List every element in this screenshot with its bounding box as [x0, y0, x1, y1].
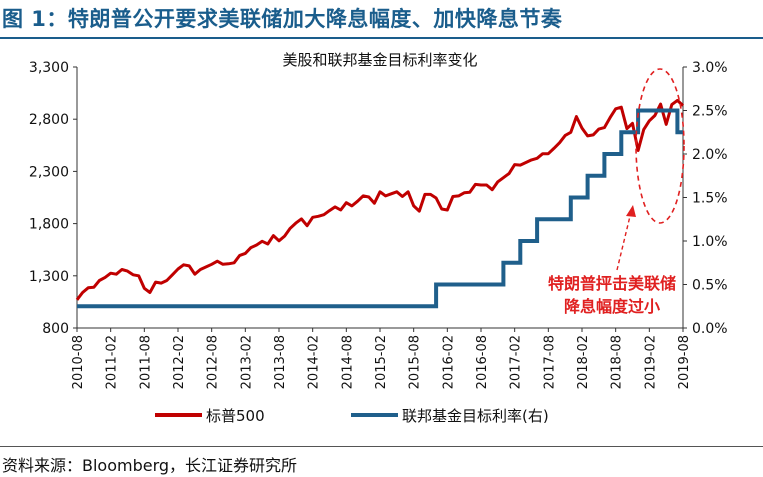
left-tick-label: 1,800 — [29, 217, 69, 233]
x-tick-label: 2017-08 — [542, 335, 557, 389]
right-tick-label: 2.0% — [692, 147, 728, 163]
left-tick-label: 2,800 — [29, 112, 69, 128]
x-tick-label: 2012-08 — [206, 335, 221, 389]
right-tick-label: 1.0% — [692, 234, 728, 250]
left-tick-label: 1,300 — [29, 269, 69, 285]
title-divider — [0, 37, 763, 39]
right-tick-label: 2.5% — [692, 104, 728, 120]
x-tick-label: 2013-02 — [239, 335, 254, 389]
x-tick-label: 2015-08 — [408, 335, 423, 389]
x-tick-label: 2019-02 — [643, 335, 658, 389]
chart-title: 美股和联邦基金目标利率变化 — [282, 51, 477, 69]
left-tick-label: 2,300 — [29, 164, 69, 180]
x-tick-label: 2018-08 — [610, 335, 625, 389]
left-tick-label: 800 — [42, 321, 69, 337]
annotation-arrow-head — [626, 205, 636, 217]
x-tick-label: 2016-08 — [475, 335, 490, 389]
figure-title: 图 1：特朗普公开要求美联储加大降息幅度、加快降息节奏 — [2, 7, 563, 31]
x-tick-label: 2015-02 — [374, 335, 389, 389]
x-tick-label: 2011-08 — [138, 335, 153, 389]
source-note: 资料来源：Bloomberg，长江证券研究所 — [2, 456, 298, 475]
x-tick-label: 2019-08 — [677, 335, 692, 389]
x-tick-label: 2016-02 — [441, 335, 456, 389]
annotation-text: 降息幅度过小 — [564, 297, 660, 316]
right-tick-label: 0.0% — [692, 321, 728, 337]
series-layer — [75, 98, 685, 309]
chart: 美股和联邦基金目标利率变化 800 1,300 1,800 2,300 2,800 3,3… — [29, 51, 728, 425]
x-tick-label: 2018-02 — [576, 335, 591, 389]
x-tick-label: 2014-02 — [307, 335, 322, 389]
annotation-arrow-line — [616, 211, 632, 271]
x-tick-label: 2011-02 — [105, 335, 120, 389]
x-tick-label: 2017-02 — [509, 335, 524, 389]
sp500-line — [75, 98, 685, 301]
x-tick-label: 2013-08 — [273, 335, 288, 389]
annotation-text: 特朗普抨击美联储 — [548, 274, 676, 293]
figure-header: 图 1：特朗普公开要求美联储加大降息幅度、加快降息节奏 — [0, 0, 763, 36]
x-tick-label: 2014-08 — [340, 335, 355, 389]
footer-divider — [0, 446, 763, 447]
right-tick-label: 3.0% — [692, 60, 728, 76]
fed-funds-rate-line — [77, 108, 683, 309]
axes-group: 800 1,300 1,800 2,300 2,800 3,300 0.0% 0.5% 1.0%… — [29, 60, 728, 389]
right-tick-label: 0.5% — [692, 278, 728, 294]
legend-label-fed-rate: 联邦基金目标利率(右) — [402, 407, 549, 425]
legend-label-sp500: 标普500 — [206, 407, 265, 425]
right-tick-label: 1.5% — [692, 191, 728, 207]
left-tick-label: 3,300 — [29, 60, 69, 76]
legend: 标普500 联邦基金目标利率(右) — [155, 407, 549, 425]
x-tick-label: 2012-02 — [172, 335, 187, 389]
x-tick-label: 2010-08 — [71, 335, 86, 389]
highlight-ellipse — [635, 68, 685, 224]
